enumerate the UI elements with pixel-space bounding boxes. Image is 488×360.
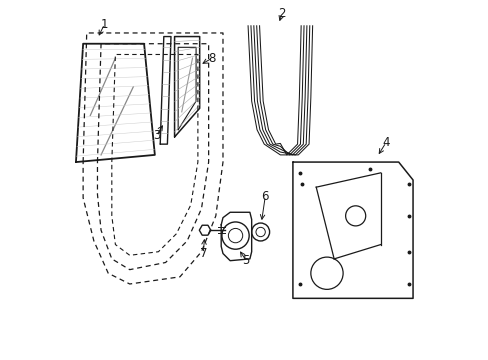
Text: 3: 3 — [153, 129, 160, 142]
Text: 5: 5 — [242, 254, 249, 267]
Text: 4: 4 — [382, 136, 389, 149]
Text: 1: 1 — [101, 18, 108, 31]
Text: 6: 6 — [261, 190, 268, 203]
Text: 8: 8 — [208, 51, 216, 64]
Text: 7: 7 — [199, 247, 206, 260]
Text: 2: 2 — [278, 7, 285, 20]
